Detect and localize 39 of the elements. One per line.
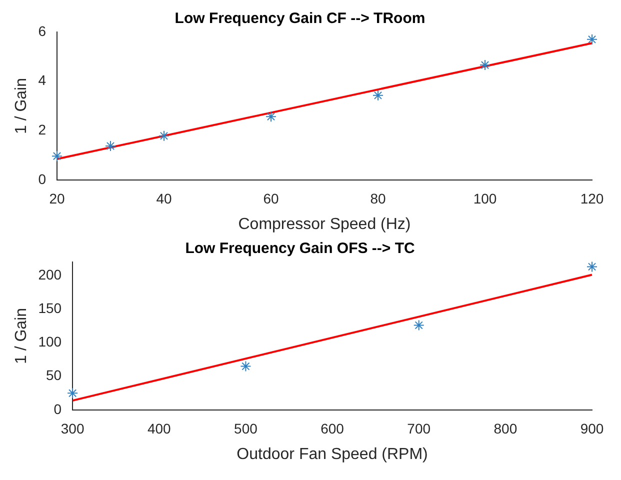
x-axis-title: Compressor Speed (Hz) [238,216,411,233]
point [104,140,116,152]
x-tick-label: 300 [60,420,84,436]
x-tick-label: 500 [234,420,258,436]
y-tick-label: 200 [38,266,62,282]
x-tick-label: 120 [580,190,604,206]
point [158,130,170,142]
x-tick-label: 60 [263,190,279,206]
y-tick-label: 0 [38,170,46,187]
chart-title: Low Frequency Gain OFS --> TC [185,240,415,258]
x-axis-title: Outdoor Fan Speed (RPM) [236,446,428,463]
point [479,60,490,71]
x-tick-label: 20 [49,190,65,206]
chart-title: Low Frequency Gain CF --> TRoom [174,10,426,28]
x-tick-label: 700 [407,420,431,436]
point [413,320,424,331]
y-tick-label: 150 [38,300,62,316]
point [51,150,62,162]
point [586,34,598,45]
point [67,388,78,399]
y-tick-label: 4 [38,72,46,88]
y-tick-label: 2 [38,122,46,138]
x-tick-label: 40 [156,190,172,206]
point [586,261,598,272]
y-axis-title: 1 / Gain [13,308,30,364]
y-tick-label: 100 [38,334,62,350]
y-tick-label: 0 [54,400,62,417]
y-axis-title: 1 / Gain [13,78,30,134]
point [265,111,276,122]
point [240,360,252,372]
x-tick-label: 80 [370,190,386,206]
y-tick-label: 50 [46,367,62,384]
x-tick-label: 600 [320,420,344,436]
point [372,90,384,101]
x-tick-label: 400 [147,420,172,436]
x-tick-label: 100 [473,190,497,206]
y-tick-label: 6 [38,22,46,39]
x-tick-label: 900 [580,420,604,436]
x-tick-label: 800 [494,420,518,436]
